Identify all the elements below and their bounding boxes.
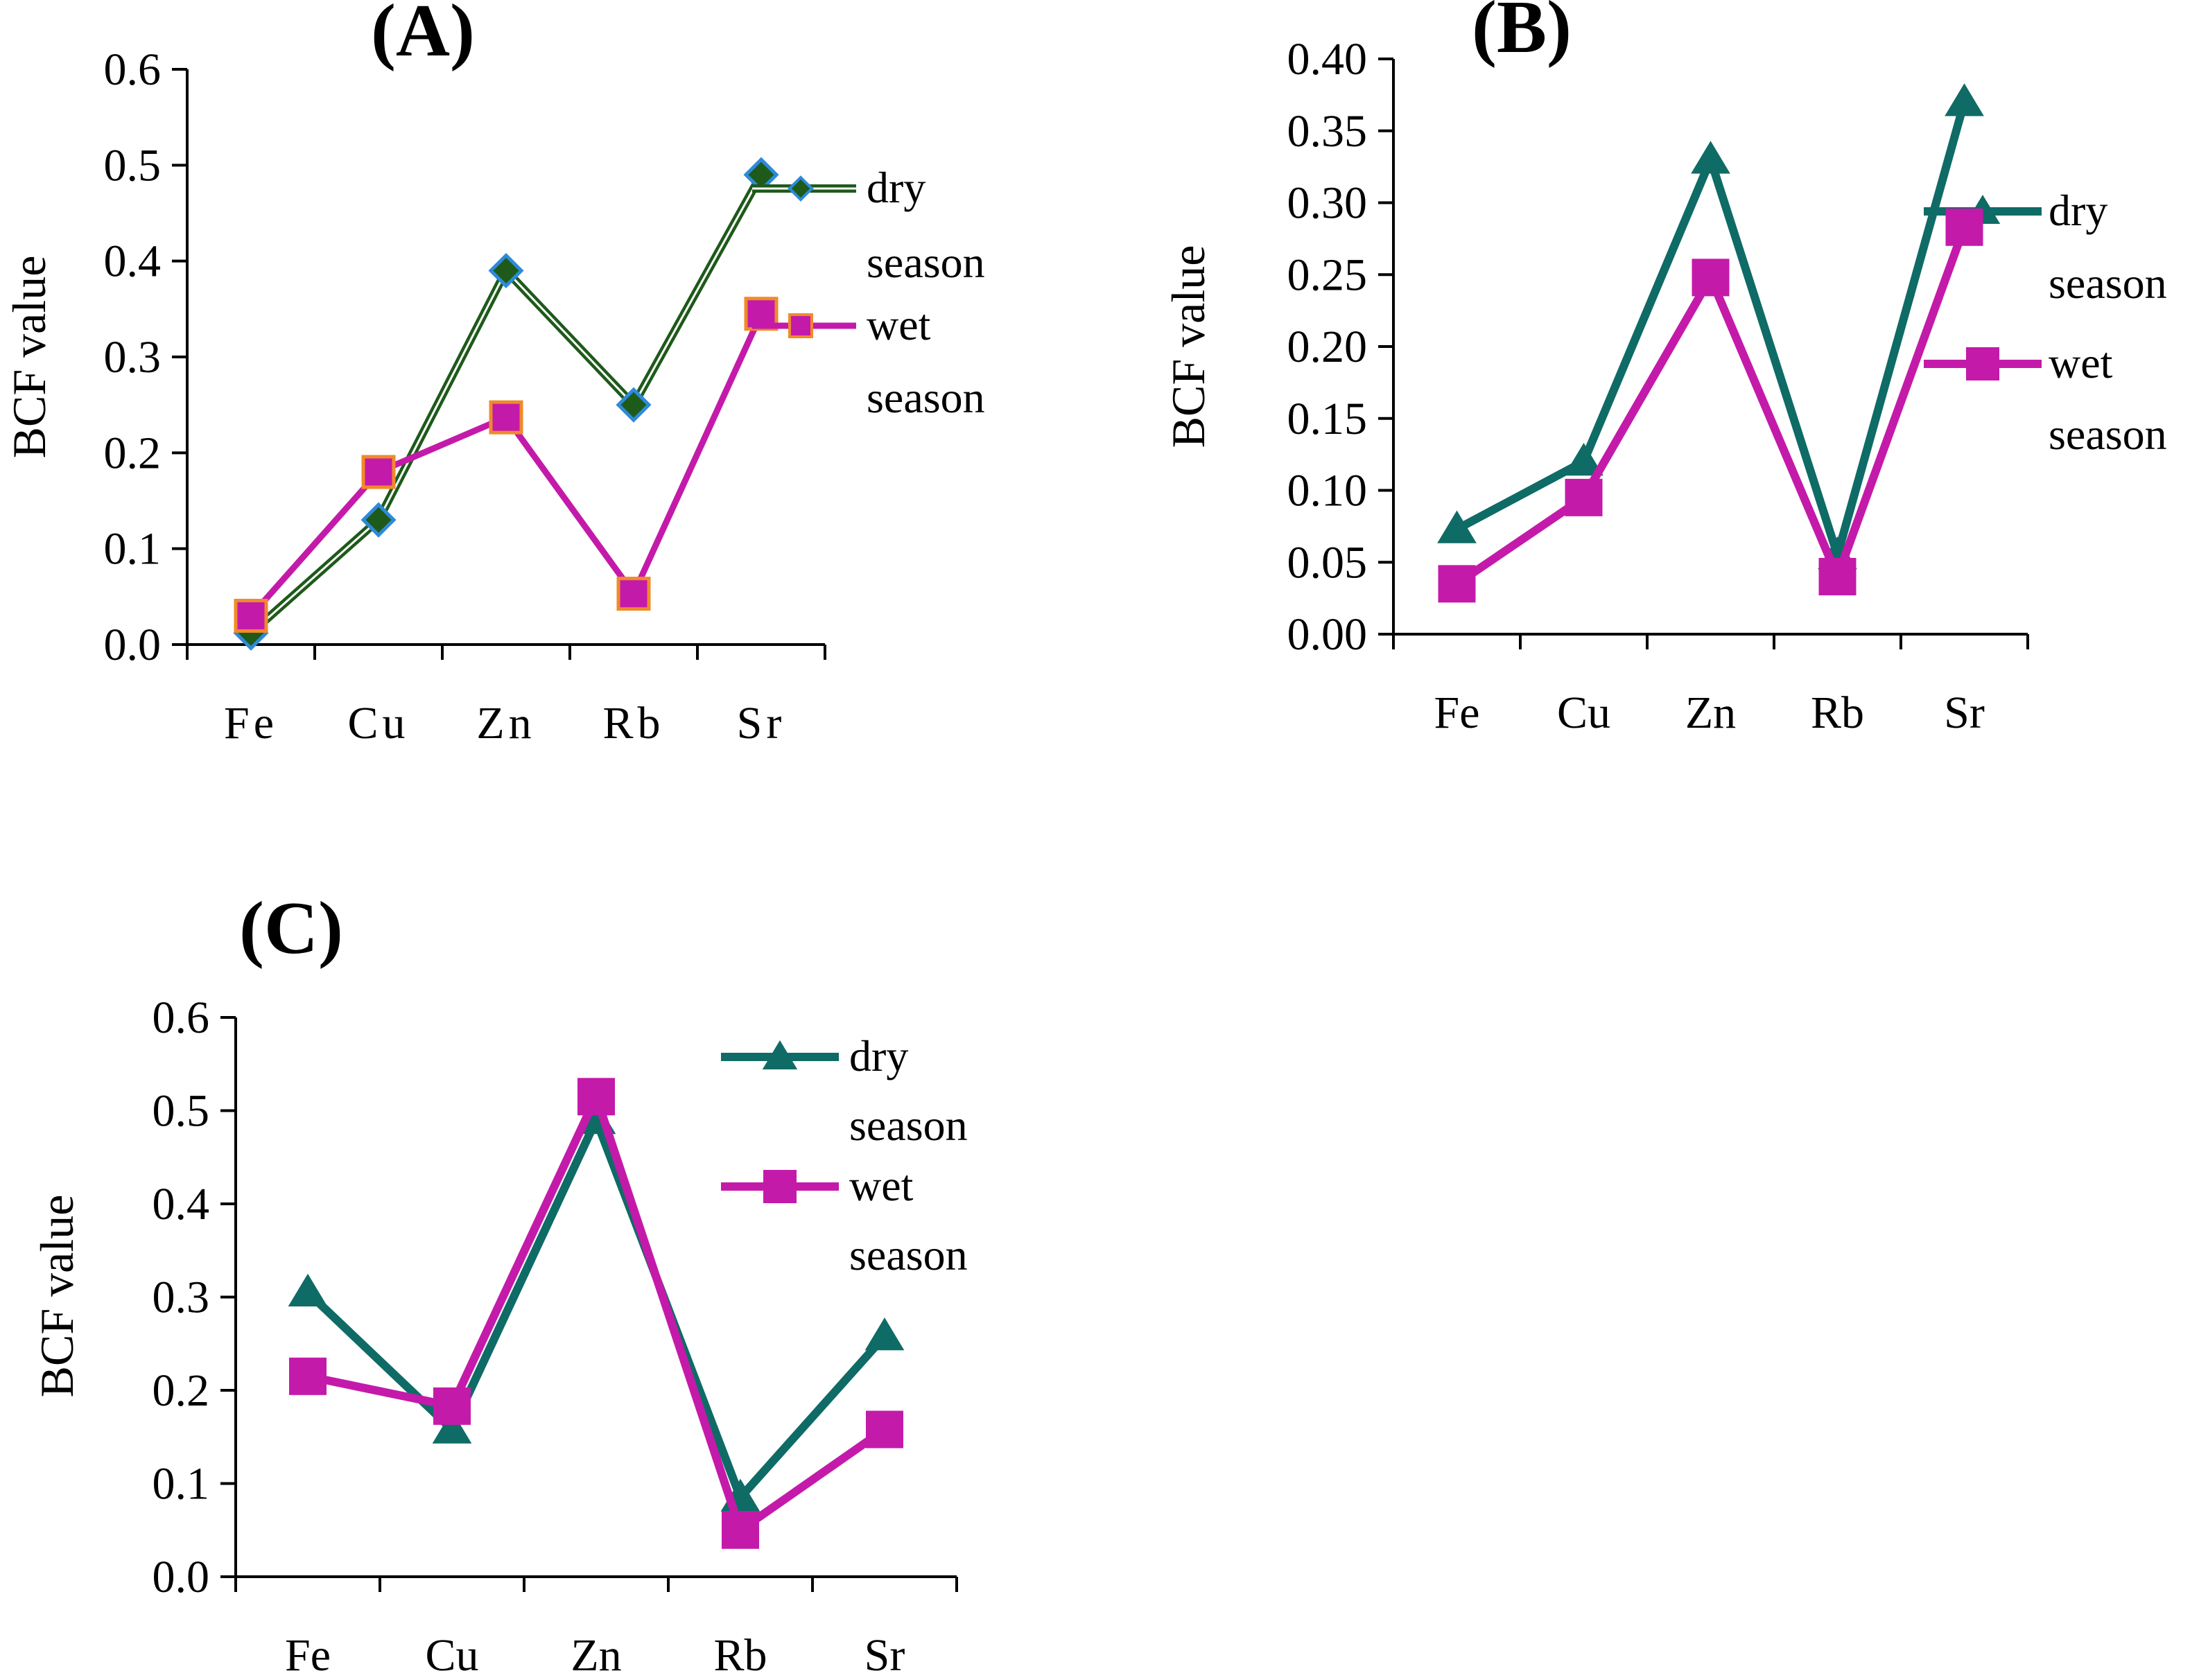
data-point-dry-sr — [864, 1317, 905, 1351]
data-point-wet-rb — [616, 577, 651, 611]
x-tick-label: Zn — [571, 1630, 621, 1680]
y-axis-title: BCF value — [31, 1195, 83, 1398]
data-point-dry-cu — [1564, 443, 1603, 476]
legend-marker-wet — [788, 313, 813, 338]
x-tick-label: Sr — [864, 1630, 905, 1680]
panel-title: (B) — [1472, 0, 1572, 69]
y-axis-title: BCF value — [3, 256, 55, 459]
series-line-dry-season — [304, 1115, 888, 1502]
series-line-wet-season — [306, 1092, 887, 1534]
data-point-wet-fe — [234, 599, 268, 633]
data-point-dry-fe — [288, 1273, 328, 1307]
y-tick-label: 0.6 — [153, 992, 210, 1043]
y-tick-label: 0.35 — [1287, 106, 1368, 157]
data-point-dry-zn — [488, 252, 524, 289]
data-point-wet-fe — [1438, 565, 1476, 603]
x-tick-label: Sr — [737, 698, 786, 749]
y-tick-label: 0.1 — [153, 1459, 210, 1510]
y-tick-label: 0.4 — [153, 1179, 210, 1230]
data-point-wet-cu — [361, 455, 396, 489]
data-point-dry-sr — [1945, 83, 1984, 116]
y-tick-label: 0.6 — [104, 44, 162, 95]
x-tick-label: Cu — [347, 698, 409, 749]
legend-label-wet: wet — [849, 1161, 914, 1210]
data-point-wet-zn — [489, 400, 523, 435]
legend-label-dry-line2: season — [2049, 259, 2167, 308]
y-tick-label: 0.1 — [104, 524, 162, 575]
y-tick-label: 0.3 — [153, 1272, 210, 1323]
y-tick-label: 0.5 — [153, 1086, 210, 1137]
panel-b: (B) 0.00 0.05 0.10 0.15 0.20 0.25 0.30 0.35 0.40 F… — [1162, 0, 2167, 738]
data-point-wet-rb — [1818, 558, 1857, 595]
data-point-wet-cu — [1565, 478, 1603, 516]
data-point-dry-zn — [1691, 141, 1730, 174]
legend-label-dry-line2: season — [849, 1101, 968, 1150]
data-point-wet-zn — [1692, 259, 1730, 297]
data-point-wet-zn — [577, 1078, 615, 1116]
data-point-dry-rb — [616, 387, 652, 423]
data-point-wet-sr — [1945, 208, 1983, 246]
y-axis-title: BCF value — [1162, 245, 1215, 448]
panel-a: (A) 0.0 0.1 0.2 0.3 0.4 0.5 0.6 Fe Cu Zn Rb Sr BCF va… — [3, 0, 985, 749]
legend-marker-wet — [763, 1170, 797, 1203]
data-point-dry-cu — [360, 502, 397, 538]
legend-marker-wet — [1966, 347, 1999, 380]
panel-c: (C) 0.0 0.1 0.2 0.3 0.4 0.5 0.6 Fe Cu Zn Rb Sr BCF va… — [31, 887, 968, 1680]
y-tick-label: 0.30 — [1287, 178, 1368, 229]
legend-label-dry: dry — [2049, 186, 2107, 235]
panel-title: (A) — [371, 0, 475, 72]
y-tick-label: 0.4 — [104, 236, 162, 287]
y-tick-label: 0.15 — [1287, 394, 1368, 444]
x-tick-label: Rb — [713, 1630, 767, 1680]
data-point-wet-cu — [433, 1387, 471, 1425]
legend-label-dry-line2: season — [867, 238, 985, 287]
data-point-wet-sr — [866, 1410, 903, 1449]
legend-label-wet-line2: season — [867, 373, 985, 422]
y-tick-label: 0.2 — [153, 1365, 210, 1416]
legend-label-wet-line2: season — [849, 1230, 968, 1279]
x-tick-label: Fe — [1434, 688, 1480, 738]
data-point-wet-fe — [289, 1357, 327, 1395]
data-point-dry-cu — [432, 1410, 472, 1444]
y-tick-label: 0.0 — [104, 620, 162, 670]
x-tick-label: Cu — [425, 1630, 478, 1680]
data-point-dry-fe — [1437, 510, 1477, 543]
y-tick-label: 0.5 — [104, 140, 162, 191]
x-tick-label: Fe — [224, 698, 278, 749]
legend-label-wet: wet — [867, 300, 931, 349]
legend-label-dry: dry — [849, 1031, 908, 1080]
x-tick-label: Rb — [1811, 688, 1864, 738]
y-tick-label: 0.40 — [1287, 34, 1368, 85]
panel-title: (C) — [239, 887, 343, 970]
y-tick-label: 0.20 — [1287, 322, 1368, 372]
y-tick-label: 0.05 — [1287, 537, 1368, 588]
y-tick-label: 0.00 — [1287, 609, 1368, 660]
y-tick-label: 0.25 — [1287, 250, 1368, 300]
x-tick-label: Fe — [285, 1630, 331, 1680]
y-tick-label: 0.3 — [104, 332, 162, 383]
x-tick-label: Zn — [1685, 688, 1736, 738]
data-point-wet-rb — [722, 1511, 759, 1549]
legend-label-wet-line2: season — [2049, 410, 2167, 459]
x-tick-label: Cu — [1557, 688, 1610, 738]
y-tick-label: 0.0 — [153, 1552, 210, 1602]
legend-marker-dry — [788, 175, 814, 202]
x-tick-label: Sr — [1944, 688, 1985, 738]
x-tick-label: Zn — [476, 698, 535, 749]
x-tick-label: Rb — [602, 698, 664, 749]
legend-label-wet: wet — [2049, 338, 2113, 387]
y-tick-label: 0.2 — [104, 428, 162, 478]
legend-label-dry: dry — [867, 163, 925, 212]
y-tick-label: 0.10 — [1287, 466, 1368, 516]
data-point-wet-sr — [744, 297, 779, 331]
legend-marker-dry — [762, 1040, 798, 1069]
